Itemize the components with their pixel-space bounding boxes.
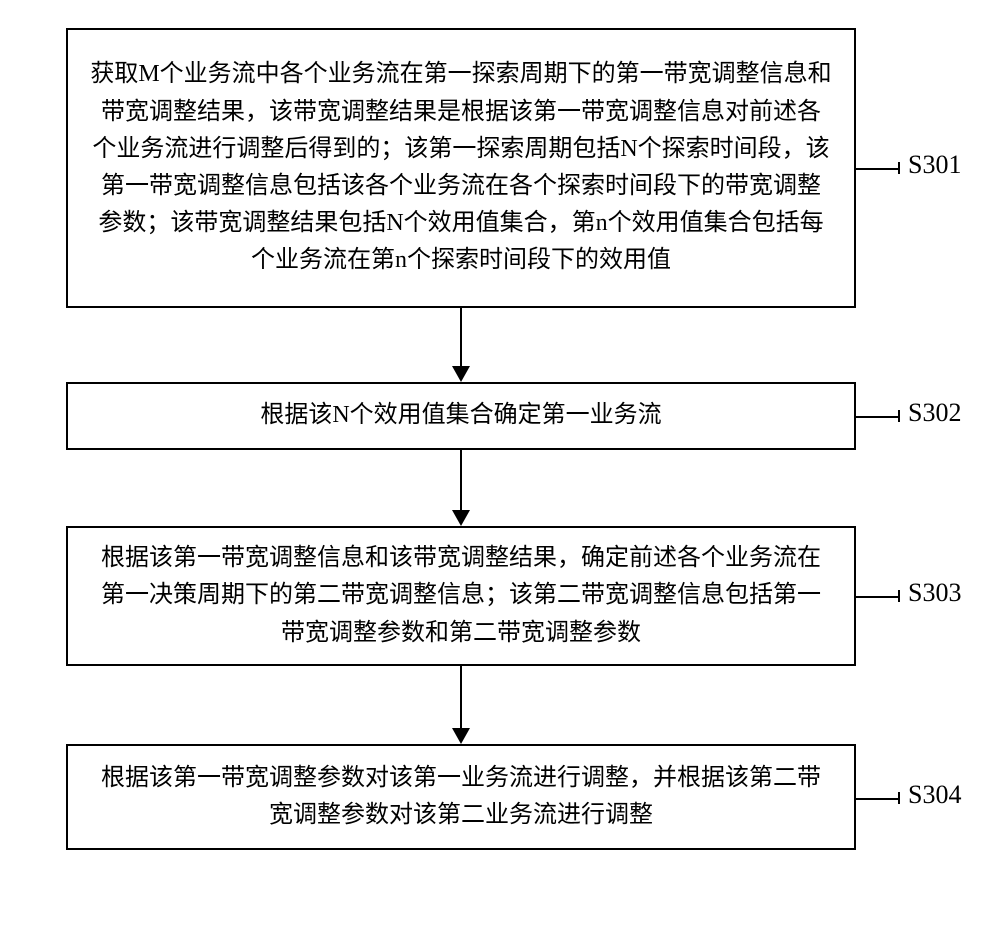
step-s303-leader [856, 596, 900, 598]
step-s302-box: 根据该N个效用值集合确定第一业务流 [66, 382, 856, 450]
step-s302-tick [898, 410, 900, 422]
step-s302-leader [856, 416, 900, 418]
step-s303-text: 根据该第一带宽调整信息和该带宽调整结果，确定前述各个业务流在第一决策周期下的第二… [90, 540, 832, 652]
step-s303-label: S303 [908, 578, 961, 608]
arrow-2-head [452, 510, 470, 526]
arrow-3-head [452, 728, 470, 744]
step-s304-text: 根据该第一带宽调整参数对该第一业务流进行调整，并根据该第二带宽调整参数对该第二业… [90, 760, 832, 834]
arrow-2-line [460, 450, 462, 510]
step-s301-tick [898, 162, 900, 174]
step-s301-leader [856, 168, 900, 170]
step-s301-label: S301 [908, 150, 961, 180]
step-s303-tick [898, 590, 900, 602]
step-s304-tick [898, 792, 900, 804]
arrow-3-line [460, 666, 462, 728]
arrow-1-line [460, 308, 462, 366]
step-s302-label: S302 [908, 398, 961, 428]
arrow-1-head [452, 366, 470, 382]
step-s304-box: 根据该第一带宽调整参数对该第一业务流进行调整，并根据该第二带宽调整参数对该第二业… [66, 744, 856, 850]
step-s303-box: 根据该第一带宽调整信息和该带宽调整结果，确定前述各个业务流在第一决策周期下的第二… [66, 526, 856, 666]
step-s304-leader [856, 798, 900, 800]
step-s302-text: 根据该N个效用值集合确定第一业务流 [260, 397, 661, 434]
step-s301-box: 获取M个业务流中各个业务流在第一探索周期下的第一带宽调整信息和带宽调整结果，该带… [66, 28, 856, 308]
step-s304-label: S304 [908, 780, 961, 810]
step-s301-text: 获取M个业务流中各个业务流在第一探索周期下的第一带宽调整信息和带宽调整结果，该带… [90, 56, 832, 279]
flowchart-canvas: 获取M个业务流中各个业务流在第一探索周期下的第一带宽调整信息和带宽调整结果，该带… [0, 0, 1000, 926]
